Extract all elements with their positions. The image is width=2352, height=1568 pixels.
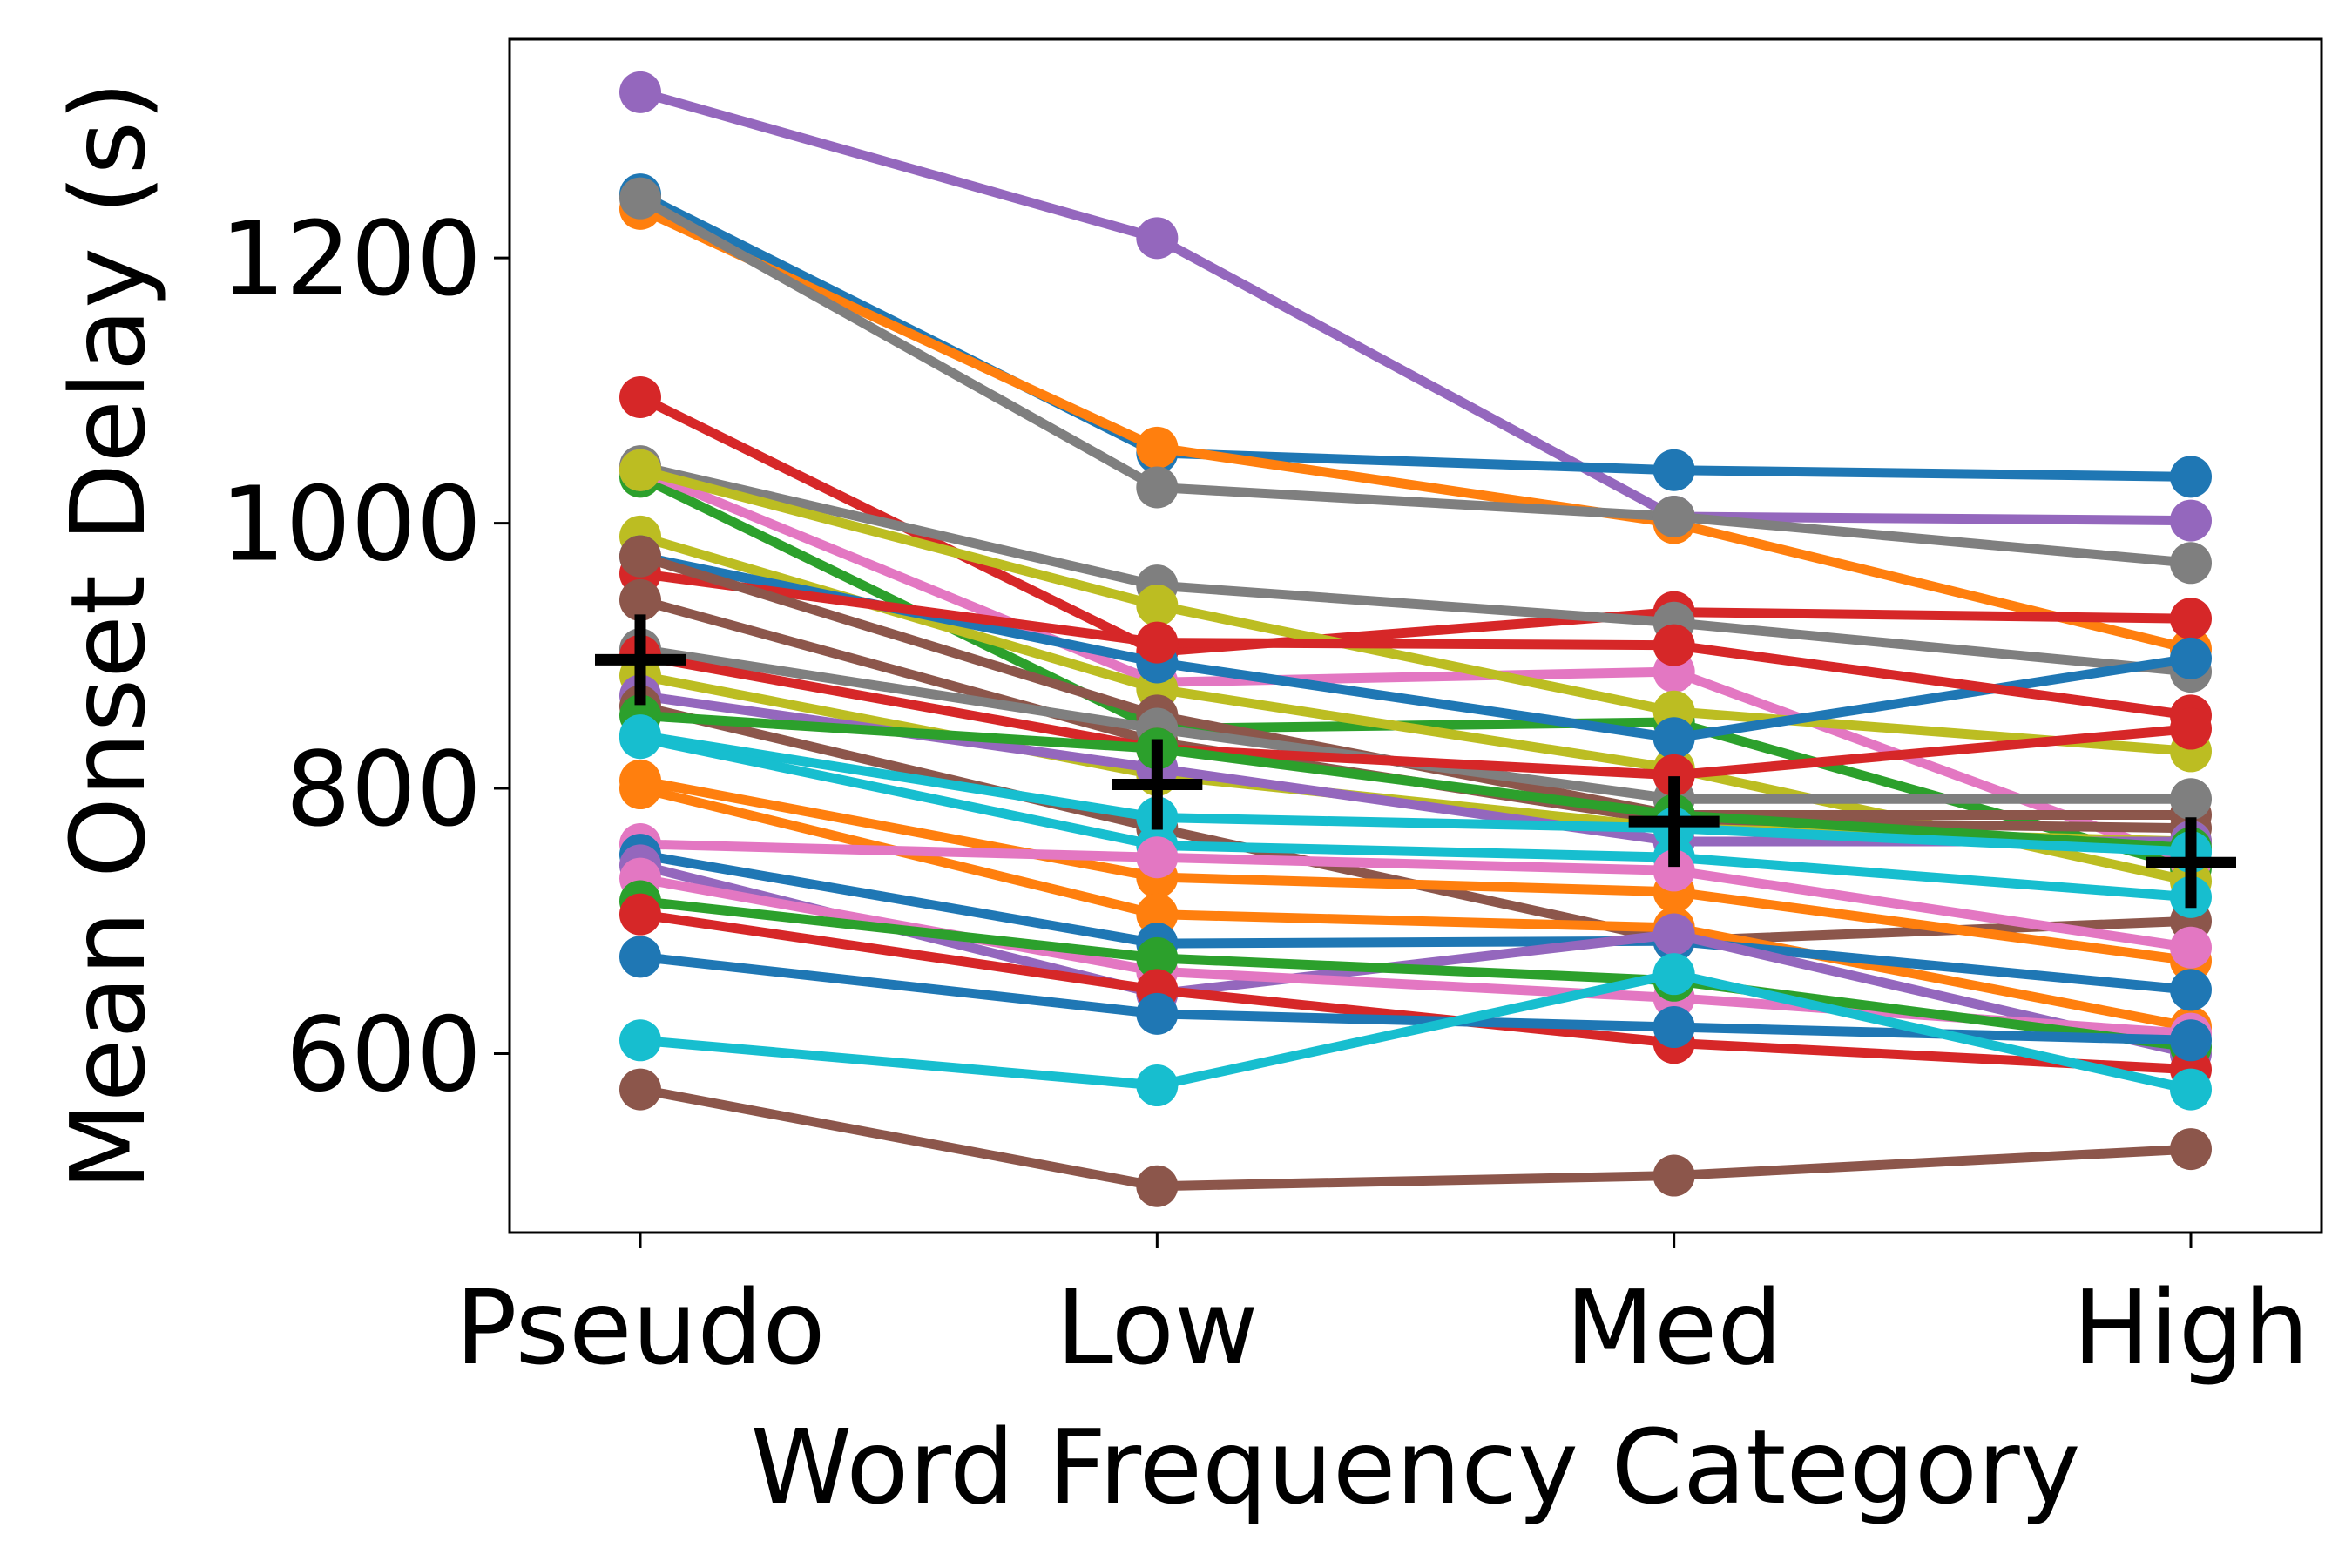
series-line xyxy=(635,969,2196,1095)
data-point xyxy=(1652,717,1695,760)
y-axis-label: Mean Onset Delay (s) xyxy=(48,81,168,1191)
y-tick-label: 600 xyxy=(286,995,482,1115)
data-point xyxy=(619,1019,661,1062)
series-line xyxy=(635,896,2196,1052)
series-line xyxy=(635,204,2196,654)
series-line xyxy=(635,839,2196,953)
data-point xyxy=(619,578,661,621)
plot-frame xyxy=(508,37,2323,1234)
data-point xyxy=(1652,849,1695,892)
data-point xyxy=(619,936,661,978)
data-point xyxy=(619,717,661,760)
data-point xyxy=(1652,496,1695,537)
series-33 xyxy=(619,1068,2212,1207)
data-point xyxy=(619,71,661,113)
y-tick-label: 1200 xyxy=(220,199,482,319)
data-point xyxy=(2170,778,2212,821)
series-line xyxy=(635,465,2196,867)
y-tick-label: 800 xyxy=(286,729,482,849)
series-layer xyxy=(619,71,2212,1207)
series-line xyxy=(635,568,2196,720)
data-point xyxy=(619,177,661,220)
data-point xyxy=(619,893,661,936)
data-point xyxy=(1136,992,1179,1035)
data-point xyxy=(1136,584,1179,626)
data-point xyxy=(619,376,661,418)
data-point xyxy=(1136,936,1179,979)
data-point xyxy=(2170,542,2212,585)
series-line xyxy=(635,733,2196,902)
mean-marker xyxy=(1628,776,1720,868)
data-point xyxy=(1652,913,1695,956)
series-line xyxy=(635,730,2196,857)
data-point xyxy=(1652,754,1695,796)
data-point xyxy=(2170,969,2212,1011)
data-point xyxy=(1136,426,1179,469)
data-point xyxy=(1652,624,1695,666)
series-4 xyxy=(619,177,2212,585)
x-tick-label: Pseudo xyxy=(455,1267,825,1388)
data-point xyxy=(2170,499,2212,542)
data-point xyxy=(2170,1068,2212,1111)
data-point xyxy=(619,1068,661,1111)
x-tick-label: Low xyxy=(1056,1267,1258,1388)
series-line xyxy=(635,461,2196,677)
mean-marker xyxy=(1112,739,1203,830)
series-line xyxy=(635,189,2196,482)
data-point xyxy=(2170,1128,2212,1171)
data-point xyxy=(1136,1064,1179,1107)
series-line xyxy=(635,1085,2196,1192)
y-axis-ticks: 600 800 1000 1200 xyxy=(220,199,510,1115)
series-line xyxy=(635,87,2196,526)
mean-marker xyxy=(595,614,686,706)
series-9 xyxy=(619,449,2212,773)
series-line xyxy=(635,193,2196,568)
x-tick-label: High xyxy=(2072,1267,2308,1388)
data-point xyxy=(1652,449,1695,491)
data-point xyxy=(1136,836,1179,879)
series-line xyxy=(635,651,2196,781)
mean-marker xyxy=(2146,817,2236,909)
series-line xyxy=(635,710,2196,854)
data-point xyxy=(2170,637,2212,679)
y-tick-label: 1000 xyxy=(220,464,482,585)
series-line xyxy=(635,874,2196,1039)
data-point xyxy=(1652,1154,1695,1197)
data-point xyxy=(619,449,661,491)
data-point xyxy=(2170,456,2212,498)
series-line xyxy=(635,849,2196,995)
data-point xyxy=(2170,707,2212,750)
data-point xyxy=(1136,893,1179,936)
x-axis-label: Word Frequency Category xyxy=(751,1407,2081,1527)
data-point xyxy=(1136,621,1179,664)
series-line xyxy=(635,465,2196,756)
data-point xyxy=(619,535,661,578)
data-point xyxy=(2170,926,2212,969)
mean-marker-layer xyxy=(595,614,2236,909)
series-2 xyxy=(619,173,2212,498)
data-point xyxy=(1136,217,1179,260)
data-point xyxy=(1652,953,1695,996)
series-line xyxy=(635,775,2196,966)
series-32 xyxy=(619,953,2212,1111)
x-tick-label: Med xyxy=(1565,1267,1782,1388)
x-axis-ticks: Pseudo Low Med High xyxy=(455,1233,2309,1388)
data-point xyxy=(1652,1006,1695,1049)
data-point xyxy=(2170,1019,2212,1062)
data-point xyxy=(1136,1165,1179,1207)
data-point xyxy=(1136,466,1179,509)
data-point xyxy=(619,767,661,810)
data-point xyxy=(2170,598,2212,640)
